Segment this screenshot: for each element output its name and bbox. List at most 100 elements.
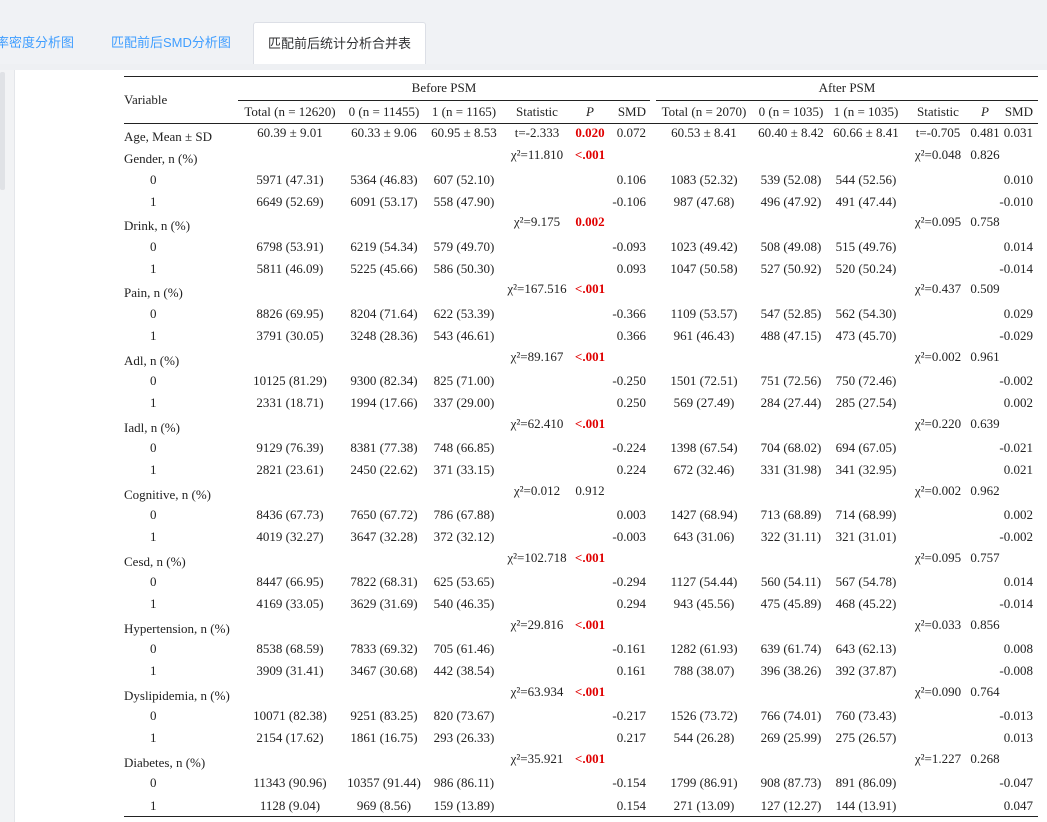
cell-after-statistic: χ²=0.095 <box>914 214 962 230</box>
cell-before-group0: 969 (8.56) <box>356 797 412 813</box>
level-label: 1 <box>150 663 157 679</box>
cell-after-smd: 0.010 <box>1003 171 1033 187</box>
header-bottom-rule <box>124 123 1038 124</box>
cell-after-total: 672 (32.46) <box>673 462 735 478</box>
variable-label: Dyslipidemia, n (%) <box>124 687 230 703</box>
cell-after-statistic: χ²=0.090 <box>914 683 962 699</box>
cell-before-total: 2331 (18.71) <box>256 395 324 411</box>
cell-after-group1: 567 (54.78) <box>835 574 897 589</box>
cell-after-total: 544 (26.28) <box>673 730 735 746</box>
cell-before-group1: 543 (46.61) <box>433 328 495 344</box>
level-label: 1 <box>150 328 157 344</box>
before-psm-underline <box>238 100 650 101</box>
cell-before-smd: -0.250 <box>612 372 646 388</box>
level-label: 1 <box>150 529 157 545</box>
cell-after-smd: 0.047 <box>1003 797 1033 813</box>
cell-after-total: 1799 (86.91) <box>670 775 738 791</box>
cell-before-statistic: χ²=89.167 <box>510 348 564 364</box>
cell-before-group1: 705 (61.46) <box>433 641 495 657</box>
tab-smd-chart[interactable]: 匹配前后SMD分析图 <box>111 35 231 50</box>
cell-before-p-value: 0.002 <box>575 214 605 230</box>
cell-before-smd: 0.366 <box>616 328 646 344</box>
cell-after-group1: 392 (37.87) <box>835 663 897 679</box>
cell-after-smd: -0.014 <box>999 261 1033 277</box>
cell-before-smd: 0.072 <box>616 125 646 140</box>
cell-before-group0: 7822 (68.31) <box>350 574 418 589</box>
cell-before-smd: 0.250 <box>616 395 646 411</box>
level-label: 0 <box>150 171 157 187</box>
cell-after-smd: 0.013 <box>1003 730 1033 746</box>
column-header-before-total: Total (n = 12620) <box>244 104 336 119</box>
cell-after-total: 987 (47.68) <box>673 194 735 210</box>
cell-before-smd: -0.294 <box>612 574 646 589</box>
level-label: 0 <box>150 506 157 522</box>
cell-before-total: 10071 (82.38) <box>253 708 327 724</box>
cell-before-total: 2821 (23.61) <box>256 462 324 478</box>
tab-bar: 率密度分析图 匹配前后SMD分析图 匹配前后统计分析合并表 <box>0 0 1047 65</box>
cell-after-group0: 639 (61.74) <box>760 641 822 657</box>
level-label: 1 <box>150 730 157 746</box>
cell-after-total: 60.53 ± 8.41 <box>671 125 737 140</box>
level-label: 0 <box>150 238 157 254</box>
cell-before-smd: -0.366 <box>612 305 646 321</box>
cell-before-group1: 540 (46.35) <box>433 596 495 612</box>
level-label: 1 <box>150 194 157 210</box>
cell-before-group0: 7833 (69.32) <box>350 641 418 657</box>
column-header-after-smd: SMD <box>1004 104 1033 119</box>
level-label: 0 <box>150 775 157 791</box>
cell-after-group0: 496 (47.92) <box>760 194 822 210</box>
cell-after-smd: 0.029 <box>1003 305 1033 321</box>
cell-before-total: 4019 (32.27) <box>256 529 324 545</box>
cell-after-statistic: χ²=0.033 <box>914 616 962 632</box>
cell-after-smd: -0.002 <box>999 529 1033 545</box>
cell-after-group0: 547 (52.85) <box>760 305 822 321</box>
cell-before-group1: 986 (86.11) <box>433 775 495 791</box>
cell-after-group1: 144 (13.91) <box>835 797 897 813</box>
cell-after-smd: -0.008 <box>999 663 1033 679</box>
cell-before-total: 5811 (46.09) <box>256 261 324 277</box>
cell-after-p-value: 0.826 <box>970 147 1000 163</box>
cell-after-total: 569 (27.49) <box>673 395 735 411</box>
cell-before-group0: 6091 (53.17) <box>350 194 418 210</box>
cell-after-group1: 694 (67.05) <box>835 439 897 455</box>
cell-after-total: 1047 (50.58) <box>670 261 738 277</box>
column-header-before-group0: 0 (n = 11455) <box>348 104 420 119</box>
variable-label: Iadl, n (%) <box>124 419 180 435</box>
cell-after-group0: 508 (49.08) <box>760 238 822 254</box>
cell-after-statistic: χ²=0.437 <box>914 281 962 297</box>
tab-density-chart[interactable]: 率密度分析图 <box>0 35 75 50</box>
cell-before-p-value: <.001 <box>574 683 606 699</box>
cell-after-group0: 60.40 ± 8.42 <box>758 125 824 140</box>
cell-before-total: 3909 (31.41) <box>256 663 324 679</box>
cell-before-group0: 3248 (28.36) <box>350 328 418 344</box>
cell-after-statistic: χ²=0.002 <box>914 348 962 364</box>
scrollbar-thumb[interactable] <box>0 72 5 190</box>
cell-after-p-value: 0.758 <box>970 214 1000 230</box>
cell-after-statistic: χ²=0.220 <box>914 415 962 431</box>
cell-after-group0: 713 (68.89) <box>760 506 822 522</box>
cell-before-group0: 2450 (22.62) <box>350 462 418 478</box>
cell-after-group1: 60.66 ± 8.41 <box>833 125 899 140</box>
level-label: 1 <box>150 797 157 813</box>
cell-after-smd: -0.002 <box>999 372 1033 388</box>
cell-before-smd: 0.106 <box>616 171 646 187</box>
tab-merged-table[interactable]: 匹配前后统计分析合并表 <box>253 22 427 65</box>
cell-after-total: 643 (31.06) <box>673 529 735 545</box>
cell-after-p-value: 0.481 <box>970 125 1000 140</box>
cell-after-statistic: χ²=0.048 <box>914 147 962 163</box>
cell-after-p-value: 0.962 <box>970 482 1000 498</box>
cell-before-group0: 10357 (91.44) <box>347 775 421 791</box>
cell-before-statistic: χ²=0.012 <box>513 482 561 498</box>
cell-after-total: 943 (45.56) <box>673 596 735 612</box>
cell-before-group1: 607 (52.10) <box>433 171 495 187</box>
cell-after-group1: 544 (52.56) <box>835 171 897 187</box>
column-header-after-statistic: Statistic <box>917 104 959 119</box>
cell-before-smd: -0.106 <box>612 194 646 210</box>
column-header-before-statistic: Statistic <box>516 104 558 119</box>
cell-after-group0: 284 (27.44) <box>760 395 822 411</box>
cell-after-group1: 473 (45.70) <box>835 328 897 344</box>
cell-after-smd: -0.029 <box>999 328 1033 344</box>
cell-before-smd: -0.217 <box>612 708 646 724</box>
cell-after-smd: 0.014 <box>1003 238 1033 254</box>
cell-after-group0: 475 (45.89) <box>760 596 822 612</box>
